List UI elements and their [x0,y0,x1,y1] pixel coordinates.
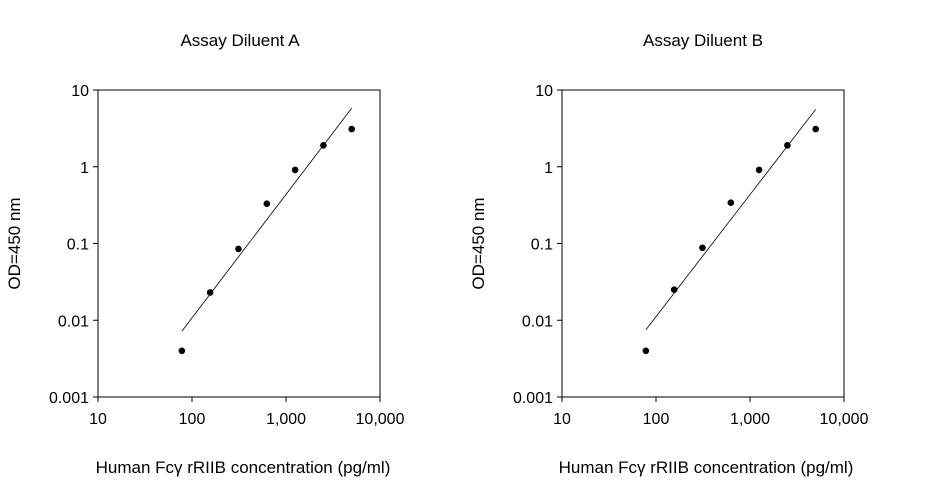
fit-line [645,109,817,331]
y-axis-label: OD=450 nm [5,197,24,289]
data-point [642,347,650,355]
plot-frame [561,89,845,398]
x-tick-label: 1,000 [730,411,770,428]
x-tick-label: 10,000 [356,411,405,428]
plot-frame [97,89,381,398]
x-tick-label: 100 [179,411,206,428]
x-tick-label: 10 [553,411,571,428]
y-tick-label: 10 [535,83,553,100]
x-tick-label: 10 [89,411,107,428]
data-point [755,166,763,174]
y-tick-label: 0.001 [49,390,89,407]
data-point [178,347,186,355]
y-tick-label: 1 [544,160,553,177]
data-point [699,244,706,252]
x-axis-label: Human Fcγ rRIIB concentration (pg/ml) [96,458,391,477]
y-tick-label: 0.1 [67,237,89,254]
x-tick-label: 1,000 [266,411,306,428]
fit-line [181,107,353,332]
y-tick-label: 0.1 [531,237,553,254]
data-point [812,125,820,133]
y-tick-label: 0.01 [522,313,553,330]
data-point [784,142,791,149]
data-point [727,199,735,207]
y-axis-label: OD=450 nm [469,197,488,289]
x-axis-label: Human Fcγ rRIIB concentration (pg/ml) [559,458,854,477]
y-tick-label: 0.01 [58,313,89,330]
data-point [291,166,299,174]
chart-title: Assay Diluent A [180,31,300,50]
y-tick-label: 0.001 [513,390,553,407]
y-tick-label: 10 [71,83,89,100]
x-tick-label: 100 [643,411,670,428]
data-point [348,125,356,133]
data-point [263,200,271,208]
x-tick-label: 10,000 [820,411,869,428]
data-point [235,245,242,253]
data-point [320,142,327,149]
y-tick-label: 1 [80,160,89,177]
chart-panel-b: Assay Diluent B 0.001 0.01 0.1 1 10 10 100 1,000… [469,31,869,477]
chart-panel-a: Assay Diluent A 0.001 0.01 0.1 1 10 10 100 1,000… [5,31,405,477]
data-point [206,289,214,296]
chart-title: Assay Diluent B [643,31,763,50]
data-point [670,286,678,294]
